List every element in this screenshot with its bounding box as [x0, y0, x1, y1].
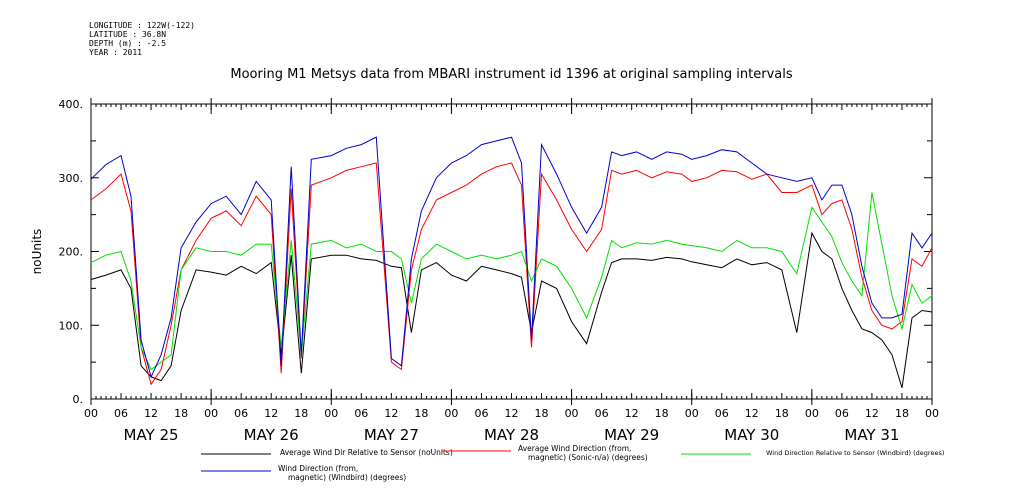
- x-tick-label: 00: [565, 407, 579, 420]
- x-tick-label: 12: [144, 407, 158, 420]
- x-tick-label: 12: [865, 407, 879, 420]
- x-day-label: MAY 26: [244, 426, 299, 444]
- x-tick-label: 18: [414, 407, 428, 420]
- depth-text: DEPTH (m) : -2.5: [89, 39, 167, 48]
- legend-label-2: Average Wind Direction (from, magnetic) (…: [518, 444, 648, 462]
- x-tick-label: 12: [264, 407, 278, 420]
- metadata-block: LONGITUDE : 122W(-122) LATITUDE : 36.8N …: [89, 21, 195, 57]
- x-day-label: MAY 27: [364, 426, 419, 444]
- legend-label-1: Average Wind Dir Relative to Sensor (noU…: [280, 448, 453, 457]
- x-tick-label: 00: [84, 407, 98, 420]
- y-tick-label: 100.: [59, 319, 84, 332]
- x-tick-label: 00: [204, 407, 218, 420]
- x-tick-label: 06: [234, 407, 248, 420]
- x-tick-label: 06: [474, 407, 488, 420]
- x-tick-label: 06: [354, 407, 368, 420]
- x-tick-label: 18: [655, 407, 669, 420]
- chart-title-container: Mooring M1 Metsys data from MBARI instru…: [0, 67, 1009, 82]
- chart-title: Mooring M1 Metsys data from MBARI instru…: [230, 67, 793, 82]
- x-day-label: MAY 30: [724, 426, 779, 444]
- x-day-label: MAY 25: [124, 426, 179, 444]
- year-text: YEAR : 2011: [89, 48, 142, 57]
- longitude-text: LONGITUDE : 122W(-122): [89, 21, 195, 30]
- x-tick-label: 00: [685, 407, 699, 420]
- y-tick-label: 300.: [59, 172, 84, 185]
- x-tick-label: 06: [715, 407, 729, 420]
- legend-label-3: Wind Direction Relative to Sensor (Windb…: [766, 449, 944, 457]
- x-tick-label: 00: [444, 407, 458, 420]
- y-tick-label: 400.: [59, 98, 84, 111]
- x-tick-label: 18: [294, 407, 308, 420]
- x-tick-label: 00: [324, 407, 338, 420]
- latitude-text: LATITUDE : 36.8N: [89, 30, 167, 39]
- series-line-4: [90, 136, 933, 379]
- x-tick-label: 06: [114, 407, 128, 420]
- x-tick-label: 12: [745, 407, 759, 420]
- x-tick-label: 18: [775, 407, 789, 420]
- x-day-label: MAY 29: [604, 426, 659, 444]
- x-tick-label: 18: [174, 407, 188, 420]
- x-day-label: MAY 28: [484, 426, 539, 444]
- x-tick-label: 18: [535, 407, 549, 420]
- x-tick-label: 00: [805, 407, 819, 420]
- x-tick-label: 00: [925, 407, 939, 420]
- x-tick-label: 12: [384, 407, 398, 420]
- series-line-1: [90, 231, 933, 389]
- x-day-label: MAY 31: [844, 426, 899, 444]
- y-tick-label: 200.: [59, 246, 84, 259]
- x-tick-label: 12: [625, 407, 639, 420]
- legend-label-4: Wind Direction (from, magnetic) (Windbird…: [278, 464, 406, 482]
- x-tick-label: 06: [835, 407, 849, 420]
- series-line-3: [90, 192, 933, 371]
- x-tick-label: 18: [895, 407, 909, 420]
- series-line-2: [90, 162, 933, 386]
- y-axis-label: noUnits: [30, 229, 44, 275]
- x-tick-label: 06: [595, 407, 609, 420]
- y-tick-label: 0.: [73, 393, 84, 406]
- x-tick-label: 12: [505, 407, 519, 420]
